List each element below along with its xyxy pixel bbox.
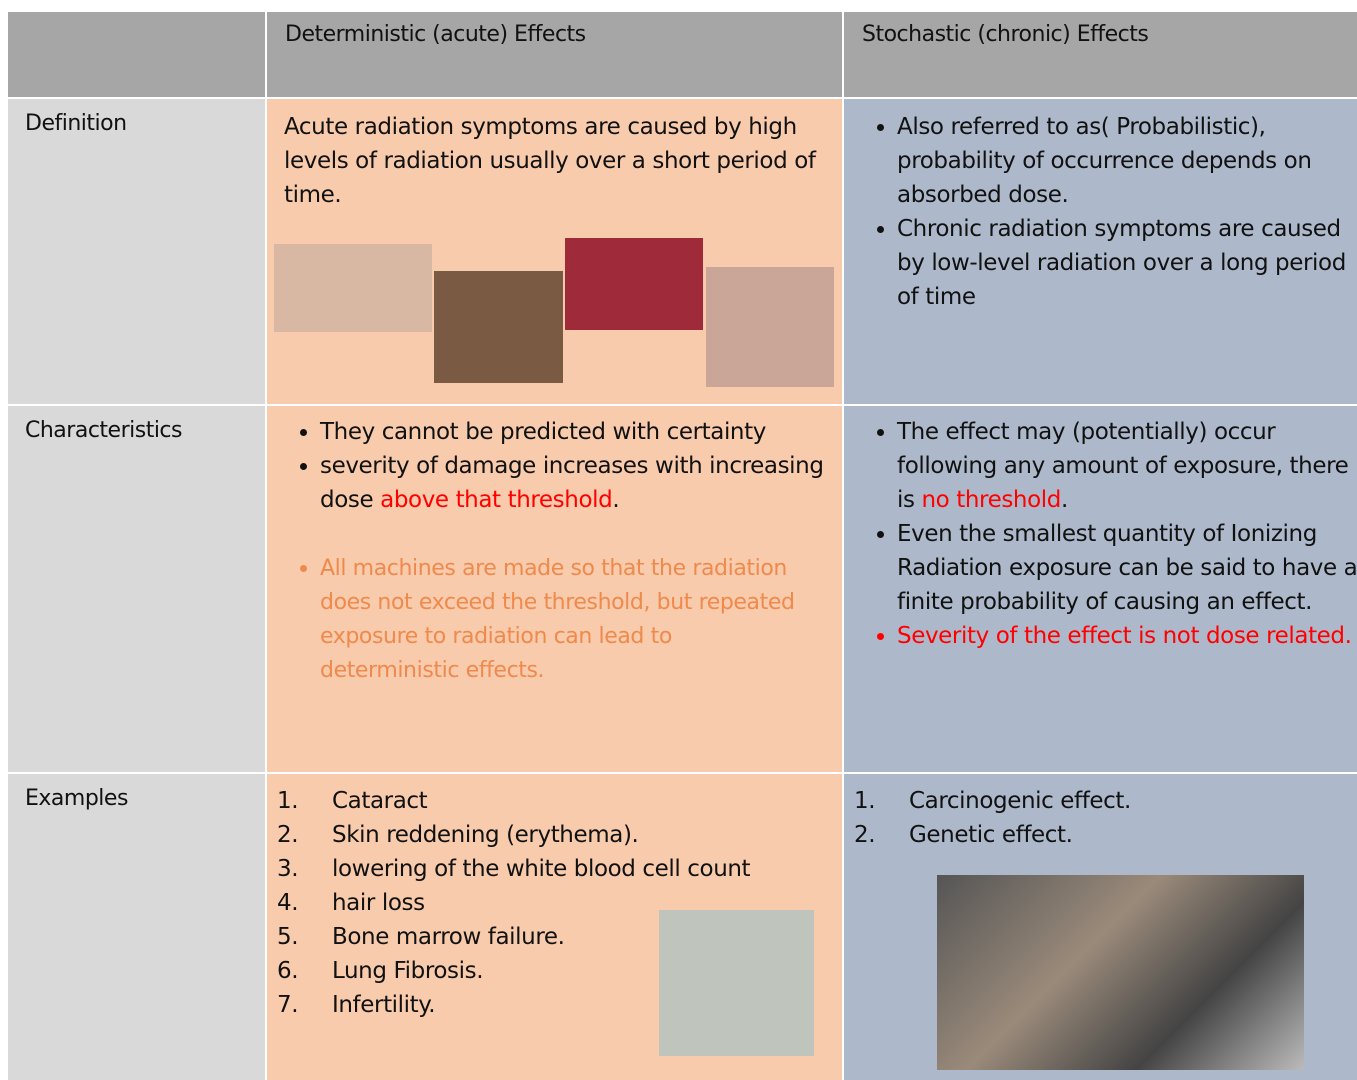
photo-eyes (274, 244, 432, 332)
list-item: lowering of the white blood cell count (277, 852, 751, 886)
list-item: Genetic effect. (854, 818, 1073, 852)
list-item: Infertility. (277, 988, 436, 1022)
bullet: severity of damage increases with increa… (320, 449, 840, 517)
text: . (612, 487, 620, 513)
list-item: hair loss (277, 886, 425, 920)
text: Even the smallest quantity of Ionizing R… (897, 521, 1357, 615)
cell: Cataract Skin reddening (erythema). loweri… (267, 774, 842, 1080)
bullet: Even the smallest quantity of Ionizing R… (897, 517, 1357, 619)
bullet: Also referred to as( Probabilistic), pro… (897, 110, 1357, 212)
text: . (1060, 487, 1068, 513)
text: Also referred to as( Probabilistic), pro… (897, 114, 1312, 208)
header-cell: Deterministic (acute) Effects (267, 12, 842, 97)
cell: Also referred to as( Probabilistic), pro… (844, 99, 1357, 404)
highlight: above that threshold (380, 487, 613, 513)
list-item: Skin reddening (erythema). (277, 818, 639, 852)
header-cell: Stochastic (chronic) Effects (844, 12, 1357, 97)
bullet-list: They cannot be predicted with certainty … (284, 415, 840, 687)
cell: Acute radiation symptoms are caused by h… (267, 99, 842, 404)
photo-collage (937, 875, 1304, 1070)
text: severity of damage increases with increa… (320, 453, 824, 513)
text: All machines are made so that the radiat… (320, 556, 795, 683)
definition-text: Acute radiation symptoms are caused by h… (284, 114, 816, 208)
row-label: Characteristics (8, 406, 265, 772)
row-label: Examples (8, 774, 265, 1080)
bullet-list: Also referred to as( Probabilistic), pro… (861, 110, 1357, 314)
cell: They cannot be predicted with certainty … (267, 406, 842, 772)
bullet: Severity of the effect is not dose relat… (897, 619, 1357, 653)
bullet: They cannot be predicted with certainty (320, 415, 840, 449)
text: Severity of the effect is not dose relat… (897, 623, 1352, 649)
list-item: Bone marrow failure. (277, 920, 565, 954)
list-item: Carcinogenic effect. (854, 784, 1131, 818)
highlight: no threshold (921, 487, 1061, 513)
list-item: Cataract (277, 784, 428, 818)
text: They cannot be predicted with certainty (320, 419, 766, 445)
cell: Carcinogenic effect. Genetic effect. (844, 774, 1357, 1080)
cell: The effect may (potentially) occur follo… (844, 406, 1357, 772)
photo-hair (434, 271, 563, 383)
numbered-list: Carcinogenic effect. Genetic effect. (854, 784, 1334, 852)
photo-neck (706, 267, 834, 387)
bullet: The effect may (potentially) occur follo… (897, 415, 1357, 517)
numbered-list: Cataract Skin reddening (erythema). loweri… (277, 784, 817, 1022)
row-label: Definition (8, 99, 265, 404)
note: All machines are made so that the radiat… (320, 551, 800, 687)
text: The effect may (potentially) occur follo… (897, 419, 1349, 513)
header-empty (8, 12, 265, 97)
list-item: Lung Fibrosis. (277, 954, 484, 988)
photo-hand (565, 238, 703, 330)
bullet-list: The effect may (potentially) occur follo… (861, 415, 1357, 653)
photo-patient (659, 910, 814, 1056)
text: Chronic radiation symptoms are caused by… (897, 216, 1346, 310)
bullet: Chronic radiation symptoms are caused by… (897, 212, 1357, 314)
